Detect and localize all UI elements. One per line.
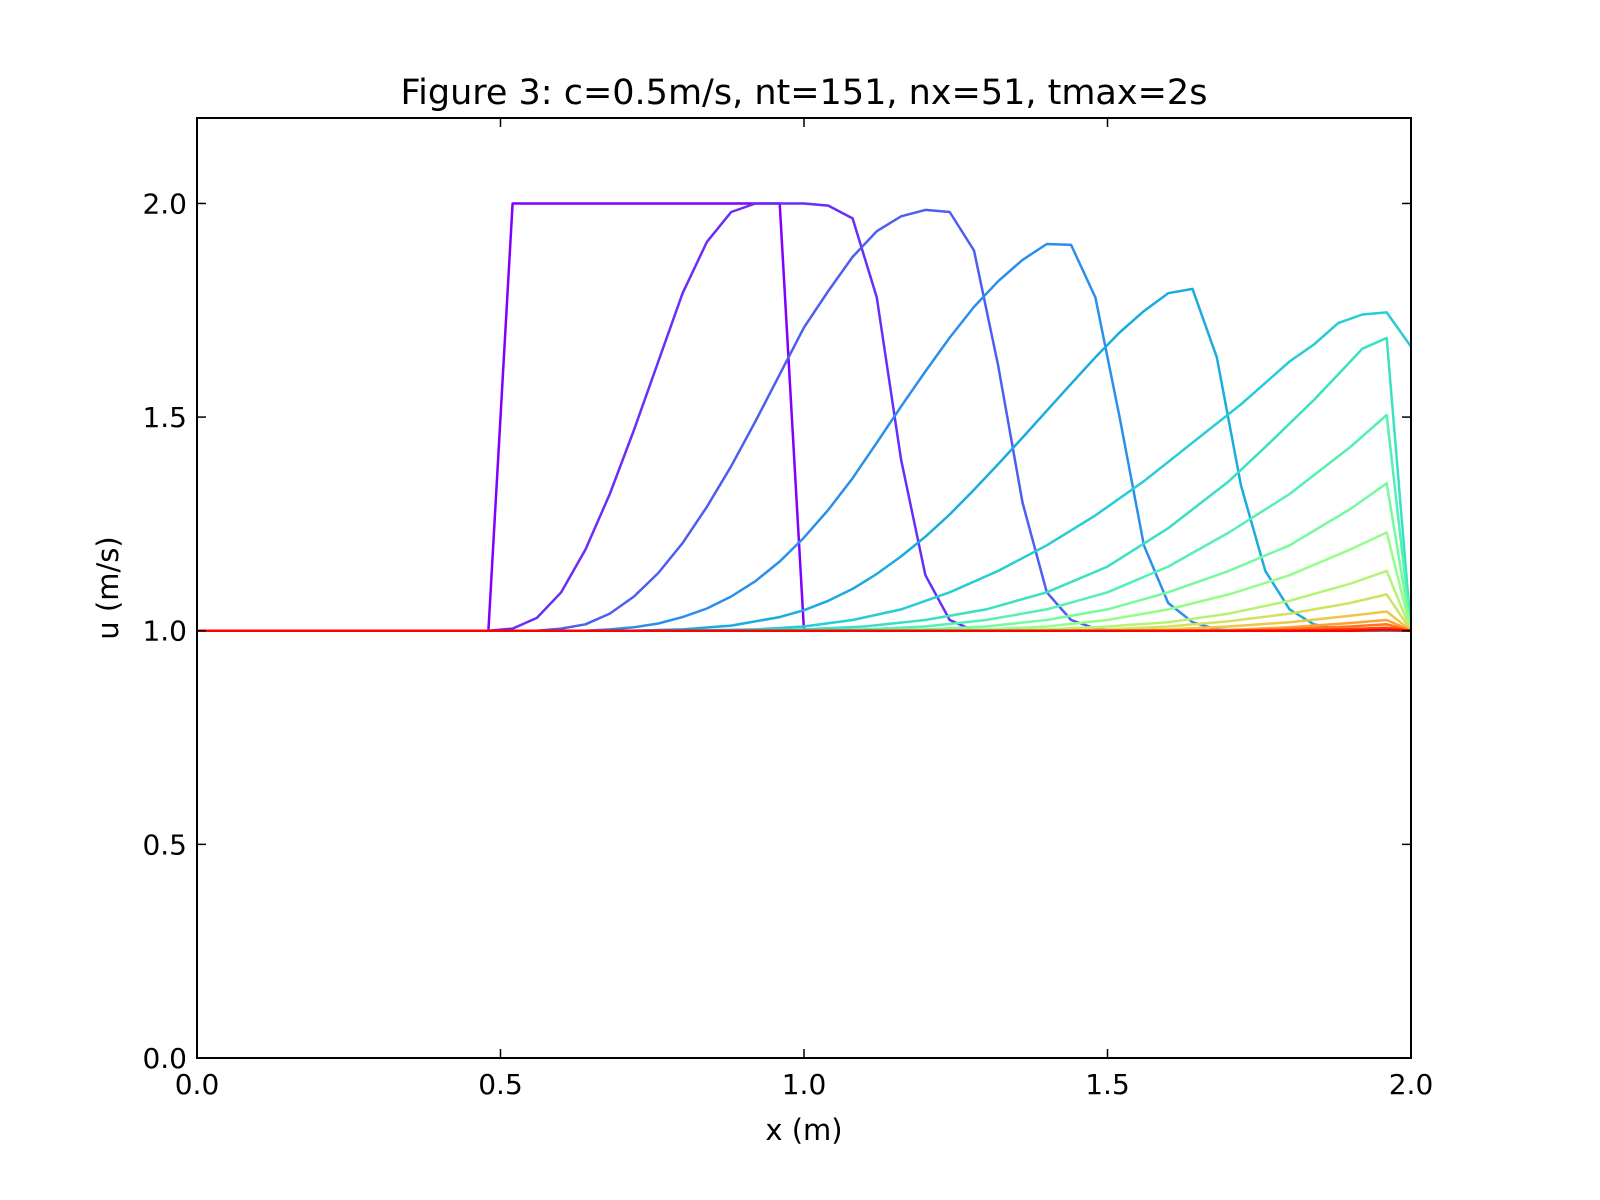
- y-tick-label: 0.5: [142, 828, 187, 861]
- x-tick-label: 0.0: [175, 1068, 220, 1101]
- series-line-3: [197, 208, 1411, 632]
- x-tick-label: 1.0: [782, 1068, 827, 1101]
- series-line-7: [197, 336, 1411, 632]
- chart-title: Figure 3: c=0.5m/s, nt=151, nx=51, tmax=…: [401, 73, 1208, 113]
- x-tick-label: 2.0: [1389, 1068, 1434, 1101]
- ticks-layer: 0.0 0.5 1.0 1.5 2.0 0.0 0.5 1.0 1.5 2.0: [142, 118, 1433, 1101]
- y-tick-label: 0.0: [142, 1042, 187, 1075]
- series-line-5: [197, 287, 1411, 632]
- series-line-17: [197, 628, 1411, 632]
- series-line-6: [197, 311, 1411, 632]
- plot-frame: [196, 117, 1412, 1059]
- y-tick-label: 1.5: [142, 401, 187, 434]
- series-line-8: [197, 413, 1411, 632]
- x-tick-label: 1.5: [1085, 1068, 1130, 1101]
- series-line-4: [197, 242, 1411, 632]
- x-axis-label: x (m): [765, 1113, 842, 1147]
- series-line-2: [197, 202, 1411, 632]
- y-tick-label: 2.0: [142, 187, 187, 220]
- x-tick-label: 0.5: [478, 1068, 523, 1101]
- y-tick-label: 1.0: [142, 615, 187, 648]
- y-axis-label: u (m/s): [91, 536, 125, 639]
- series-layer: [197, 202, 1411, 632]
